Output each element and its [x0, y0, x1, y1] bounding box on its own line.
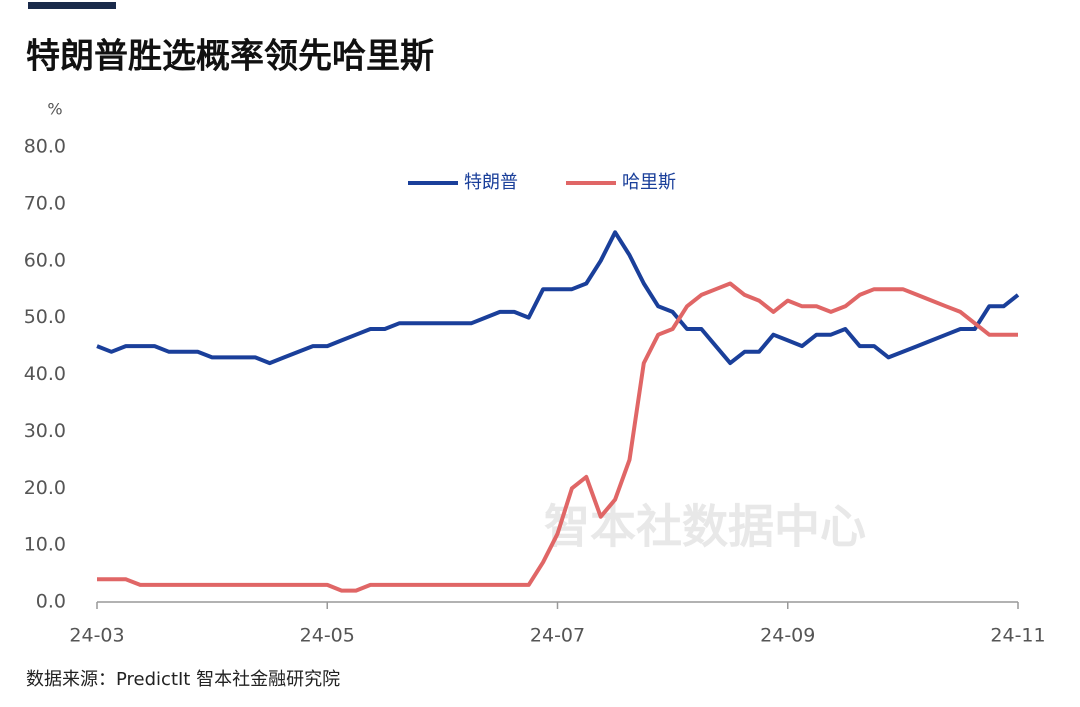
y-axis-unit: %	[47, 100, 62, 119]
y-tick-label: 20.0	[24, 477, 66, 499]
y-tick-label: 30.0	[24, 420, 66, 442]
series-line	[97, 281, 1018, 593]
watermark: 智本社数据中心	[544, 500, 866, 554]
source-note: 数据来源：PredictIt 智本社金融研究院	[26, 669, 340, 690]
x-tick-label: 24-07	[530, 625, 585, 647]
x-tick-label: 24-05	[300, 625, 355, 647]
title-bar	[28, 2, 116, 9]
x-tick-label: 24-11	[990, 625, 1045, 647]
legend-label: 特朗普	[464, 172, 518, 193]
legend-label: 哈里斯	[622, 172, 676, 193]
x-tick-label: 24-09	[760, 625, 815, 647]
y-tick-label: 40.0	[24, 363, 66, 385]
x-tick-label: 24-03	[69, 625, 124, 647]
y-tick-label: 50.0	[24, 306, 66, 328]
y-tick-label: 70.0	[24, 192, 66, 214]
y-tick-label: 80.0	[24, 136, 66, 158]
series-line	[96, 230, 1020, 366]
y-tick-label: 60.0	[24, 249, 66, 271]
chart-title: 特朗普胜选概率领先哈里斯	[26, 37, 434, 77]
y-tick-label: 0.0	[36, 591, 66, 613]
y-tick-label: 10.0	[24, 534, 66, 556]
